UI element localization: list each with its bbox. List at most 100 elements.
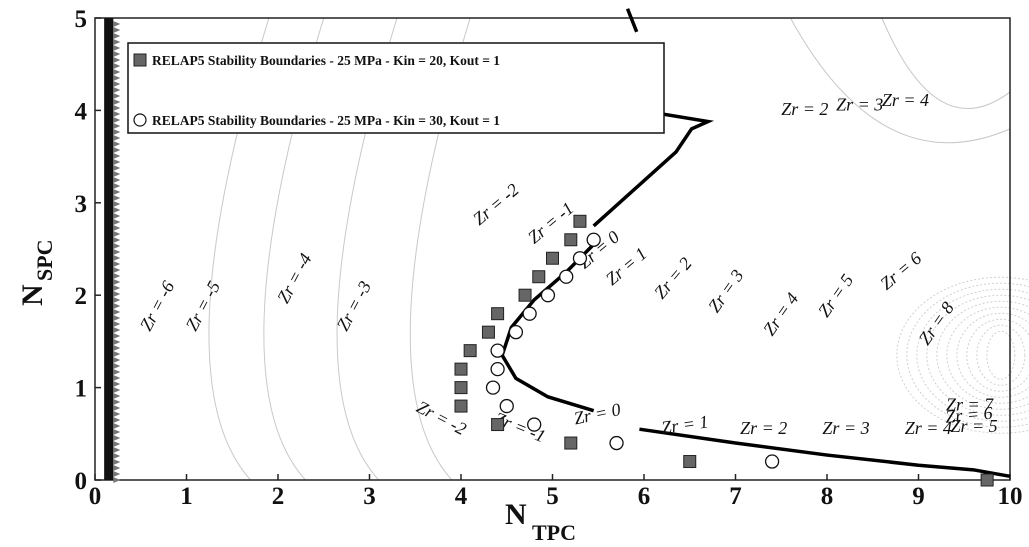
wall-tooth (113, 381, 121, 387)
y-axis-label: N (16, 284, 49, 306)
wall-tooth (113, 273, 121, 279)
zr-annotation: Zr = 4 (882, 90, 929, 110)
wall-tooth (113, 57, 121, 63)
wall-tooth (113, 213, 121, 219)
series-1-point (454, 381, 468, 395)
y-tick-label: 2 (75, 283, 88, 310)
wall-tooth (113, 201, 121, 207)
wall-tooth (113, 147, 121, 153)
zr-annotation: Zr = 3 (836, 94, 883, 114)
wall-tooth (113, 291, 121, 297)
wall-tooth (113, 105, 121, 111)
wall-tooth (113, 267, 121, 273)
wall-tooth (113, 81, 121, 87)
wall-tooth (113, 189, 121, 195)
wall-tooth (113, 255, 121, 261)
series-2-point (764, 454, 780, 469)
contour-line (881, 17, 1011, 109)
wall-tooth (113, 423, 121, 429)
wall-tooth (113, 447, 121, 453)
wall-tooth (113, 465, 121, 471)
wall-tooth (113, 387, 121, 393)
y-tick-label: 4 (75, 98, 88, 125)
legend-marker-square (133, 53, 147, 67)
wall-tooth (113, 93, 121, 99)
wall-band (104, 18, 114, 480)
zr-annotation: Zr = 3 (822, 418, 869, 438)
wall-tooth (113, 219, 121, 225)
wall-tooth (113, 231, 121, 237)
wall-tooth (113, 249, 121, 255)
wall-tooth (113, 27, 121, 33)
wall-tooth (113, 393, 121, 399)
series-2-point (540, 288, 556, 303)
wall-tooth (113, 237, 121, 243)
x-tick-label: 6 (638, 483, 651, 510)
contour-ring (926, 294, 1029, 416)
contour-ring (946, 306, 1029, 404)
x-tick-label: 8 (821, 483, 834, 510)
wall-tooth (113, 363, 121, 369)
contour-ring (966, 318, 1029, 392)
wall-tooth (113, 243, 121, 249)
plot-frame (94, 17, 1011, 481)
wall-tooth (113, 405, 121, 411)
series-1-point (564, 436, 578, 450)
x-tick-label: 10 (998, 483, 1023, 510)
x-axis-title: N TPC (505, 498, 576, 545)
left-wall-band (104, 18, 121, 483)
wall-tooth (113, 315, 121, 321)
wall-tooth (113, 477, 121, 483)
series-1-point (491, 307, 505, 321)
series-2-point (572, 251, 588, 266)
x-axis-label: N (505, 498, 527, 531)
series-2-point (586, 232, 601, 247)
series-1-point (518, 288, 532, 302)
zr-annotation: Zr = 4 (905, 418, 952, 438)
wall-tooth (113, 399, 121, 405)
wall-tooth (113, 51, 121, 57)
y-axis-title: N SPC (16, 239, 57, 306)
series-1-point (463, 344, 477, 358)
series-1-point (454, 362, 468, 376)
wall-tooth (113, 117, 121, 123)
wall-tooth (113, 75, 121, 81)
series-2-point (490, 361, 505, 377)
wall-tooth (113, 225, 121, 231)
series-1-point (573, 214, 587, 228)
wall-tooth (113, 69, 121, 75)
series-1-point (532, 270, 546, 284)
boundary-curve-upper (584, 99, 715, 228)
zr-annotation: Zr = 2 (740, 418, 787, 438)
wall-tooth (113, 435, 121, 441)
wall-tooth (113, 429, 121, 435)
x-tick-label: 2 (272, 483, 285, 510)
wall-tooth (113, 141, 121, 147)
boundary-curve-bottom (639, 427, 1011, 479)
series-1-point (454, 399, 468, 413)
wall-tooth (113, 471, 121, 477)
x-tick-label: 7 (729, 483, 742, 510)
series-1-point (683, 455, 697, 469)
x-axis-label-subscript: TPC (532, 520, 576, 545)
series-1-point (546, 251, 559, 265)
y-tick-label: 1 (75, 376, 88, 403)
zr-annotation: Zr = 6 (945, 403, 994, 427)
series-2-point (527, 417, 542, 432)
contour-ring (906, 282, 1029, 428)
legend-label-series-1: RELAP5 Stability Boundaries - 25 MPa - K… (152, 53, 500, 68)
y-axis-label-subscript: SPC (32, 239, 57, 281)
contour-ring (986, 330, 1016, 380)
wall-tooth (113, 351, 121, 357)
wall-tooth (113, 33, 121, 39)
series-2-point (522, 306, 537, 321)
wall-tooth (113, 129, 121, 135)
wall-tooth (113, 135, 121, 141)
boundary-curve-top (625, 8, 639, 33)
wall-tooth (113, 261, 121, 267)
wall-tooth (113, 165, 121, 171)
zr-annotation: Zr = 7 (946, 395, 994, 415)
wall-tooth (113, 309, 121, 315)
series-1-point (481, 325, 495, 339)
